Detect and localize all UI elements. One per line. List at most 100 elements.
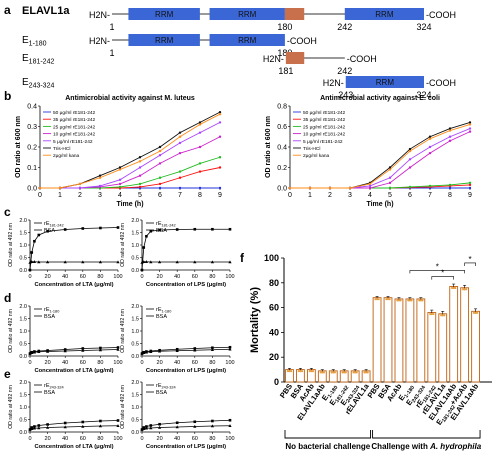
c-terminus-label: -COOH [426, 78, 456, 88]
data-point [178, 151, 182, 155]
data-point [428, 135, 432, 138]
data-point [198, 145, 202, 149]
data-point [149, 350, 153, 354]
data-point [448, 186, 452, 190]
legend-label: rE181-242 [156, 221, 176, 227]
data-point [218, 135, 222, 138]
y-tick-label: 0.0 [19, 430, 27, 436]
y-tick-label: 0.5 [131, 256, 139, 262]
legend-label: rE1-180 [44, 307, 59, 313]
y-tick-label: 0 [274, 377, 279, 387]
y-tick-label: 1.0 [19, 243, 27, 249]
data-point [63, 421, 67, 425]
y-tick-label: 0.5 [131, 342, 139, 348]
replicate-dot [407, 299, 410, 302]
data-point [218, 110, 222, 114]
data-point [328, 186, 332, 190]
residue-number: 180 [277, 48, 292, 58]
bar [383, 297, 393, 383]
x-axis-label: Concentration of LPS (μg/ml) [146, 282, 226, 288]
data-point [388, 181, 392, 185]
panel-label-a: a [4, 3, 11, 17]
x-tick-label: 80 [209, 436, 215, 442]
data-point [178, 186, 182, 190]
data-point [142, 351, 146, 355]
data-point [175, 349, 179, 353]
x-tick-label: 0 [140, 360, 143, 366]
x-tick-label: 2 [328, 192, 332, 199]
data-point [468, 183, 472, 187]
x-tick-label: 1 [308, 192, 312, 199]
residue-number: 180 [277, 22, 292, 32]
data-point [428, 151, 432, 155]
x-tick-label: 40 [62, 436, 68, 442]
residue-number: 243 [338, 90, 353, 100]
data-point [175, 421, 179, 425]
data-point [116, 347, 120, 351]
data-point [144, 260, 148, 264]
data-point [368, 186, 372, 190]
y-tick-label: 1.5 [19, 317, 27, 323]
replicate-dot [343, 371, 346, 374]
replicate-dot [396, 299, 399, 302]
c-terminus-label: -COOH [287, 36, 317, 46]
y-tick-label: 0.2 [277, 165, 287, 172]
x-axis-label: Concentration of LTA (μg/ml) [34, 444, 113, 450]
x-tick-label: 0 [28, 436, 31, 442]
data-point [468, 127, 472, 130]
data-point [99, 419, 102, 423]
replicate-dot [344, 371, 347, 374]
x-tick-label: 80 [97, 436, 103, 442]
replicate-dot [363, 371, 366, 374]
x-tick-label: 4 [368, 192, 372, 199]
rrm-domain [209, 8, 285, 20]
data-point [144, 350, 148, 354]
replicate-dot [374, 298, 377, 301]
x-tick-label: 2 [78, 192, 82, 199]
series-line [40, 156, 221, 189]
data-point [28, 268, 32, 272]
data-point [228, 424, 232, 428]
chart-title: Antimicrobial activity against M. luteus [65, 95, 195, 102]
data-point [428, 145, 432, 149]
residue-number: 324 [416, 22, 431, 32]
x-tick-label: 40 [62, 360, 68, 366]
residue-number: 1 [109, 48, 114, 58]
x-tick-label: 6 [408, 192, 412, 199]
data-point [33, 425, 36, 428]
data-point [81, 347, 85, 350]
data-point [78, 186, 82, 190]
x-tick-label: 40 [174, 274, 180, 280]
replicate-dot [440, 314, 443, 317]
data-point [33, 239, 36, 243]
group-label: No bacterial challenge [285, 442, 370, 451]
x-axis-label: Concentration of LPS (μg/ml) [146, 444, 226, 450]
y-tick-label: 100 [264, 253, 279, 263]
legend-label: 10 μg/ml rE181-242 [303, 132, 346, 138]
data-point [218, 166, 222, 169]
data-point [408, 149, 412, 153]
x-tick-label: 100 [225, 274, 234, 280]
y-tick-label: 0.5 [19, 418, 27, 424]
data-point [32, 260, 36, 264]
data-point [46, 349, 50, 353]
series-line [141, 348, 231, 354]
data-point [198, 162, 202, 165]
data-point [198, 131, 202, 134]
rrm-label: RRM [155, 36, 174, 45]
series-line [29, 349, 119, 354]
y-tick-label: 40 [269, 327, 279, 337]
x-tick-label: 20 [157, 274, 163, 280]
data-point [158, 154, 162, 157]
y-tick-label: 1.0 [19, 329, 27, 335]
data-point [448, 135, 452, 138]
rrm-label: RRM [376, 78, 395, 87]
data-point [138, 160, 142, 163]
panel-label-b: b [4, 89, 11, 103]
replicate-dot [377, 298, 380, 301]
bar [449, 286, 459, 383]
legend-label: 5 μg/ml rE181-242 [303, 139, 343, 145]
y-tick-label: 1.5 [131, 231, 139, 237]
replicate-dot [333, 371, 336, 374]
